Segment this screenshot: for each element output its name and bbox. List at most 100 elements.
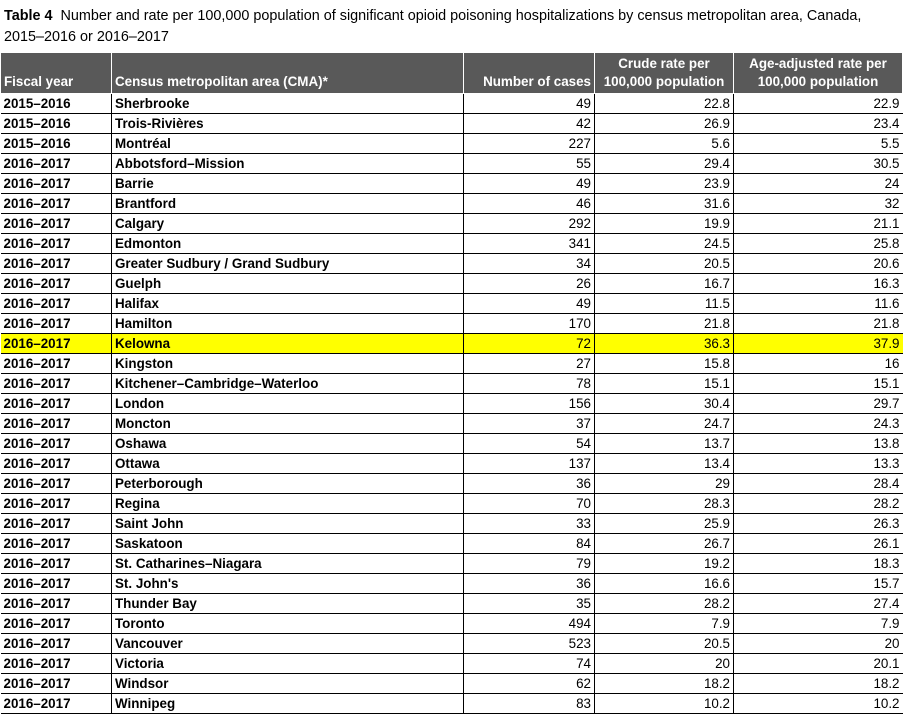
cma-cell: Thunder Bay bbox=[111, 593, 464, 614]
number-of-cases-cell: 33 bbox=[463, 513, 595, 534]
crude-rate-cell: 25.9 bbox=[594, 513, 734, 534]
number-of-cases-cell: 74 bbox=[463, 653, 595, 674]
fiscal-year-cell: 2016–2017 bbox=[0, 533, 112, 554]
table-row: 2016–2017 Kingston 27 15.8 16 bbox=[0, 353, 903, 374]
number-of-cases-cell: 341 bbox=[463, 233, 595, 254]
crude-rate-cell: 19.2 bbox=[594, 553, 734, 574]
fiscal-year-cell: 2016–2017 bbox=[0, 333, 112, 354]
number-of-cases-cell: 156 bbox=[463, 393, 595, 414]
number-of-cases-cell: 49 bbox=[463, 93, 595, 114]
table-row: 2016–2017 London 156 30.4 29.7 bbox=[0, 393, 903, 414]
age-adjusted-rate-cell: 20.6 bbox=[733, 253, 903, 274]
cma-cell: Brantford bbox=[111, 193, 464, 214]
table-row: 2016–2017 Barrie 49 23.9 24 bbox=[0, 173, 903, 194]
fiscal-year-cell: 2016–2017 bbox=[0, 193, 112, 214]
age-adjusted-rate-cell: 11.6 bbox=[733, 293, 903, 314]
age-adjusted-rate-cell: 26.3 bbox=[733, 513, 903, 534]
header-number-of-cases: Number of cases bbox=[463, 52, 595, 94]
fiscal-year-cell: 2016–2017 bbox=[0, 233, 112, 254]
cma-cell: St. John's bbox=[111, 573, 464, 594]
fiscal-year-cell: 2016–2017 bbox=[0, 373, 112, 394]
fiscal-year-cell: 2016–2017 bbox=[0, 413, 112, 434]
fiscal-year-cell: 2016–2017 bbox=[0, 493, 112, 514]
fiscal-year-cell: 2016–2017 bbox=[0, 613, 112, 634]
number-of-cases-cell: 84 bbox=[463, 533, 595, 554]
cma-cell: Hamilton bbox=[111, 313, 464, 334]
table-row: 2016–2017 Halifax 49 11.5 11.6 bbox=[0, 293, 903, 314]
table-row: 2016–2017 Kelowna 72 36.3 37.9 bbox=[0, 333, 903, 354]
fiscal-year-cell: 2016–2017 bbox=[0, 473, 112, 494]
cma-cell: Regina bbox=[111, 493, 464, 514]
header-fiscal-year: Fiscal year bbox=[0, 52, 112, 94]
fiscal-year-cell: 2016–2017 bbox=[0, 573, 112, 594]
fiscal-year-cell: 2016–2017 bbox=[0, 693, 112, 714]
fiscal-year-cell: 2016–2017 bbox=[0, 353, 112, 374]
fiscal-year-cell: 2016–2017 bbox=[0, 153, 112, 174]
cma-cell: Moncton bbox=[111, 413, 464, 434]
number-of-cases-cell: 36 bbox=[463, 573, 595, 594]
header-cma: Census metropolitan area (CMA)* bbox=[111, 52, 464, 94]
table-row: 2016–2017 St. Catharines–Niagara 79 19.2 18.… bbox=[0, 553, 903, 574]
table-row: 2016–2017 Victoria 74 20 20.1 bbox=[0, 653, 903, 674]
cma-cell: Barrie bbox=[111, 173, 464, 194]
crude-rate-cell: 15.1 bbox=[594, 373, 734, 394]
fiscal-year-cell: 2016–2017 bbox=[0, 173, 112, 194]
number-of-cases-cell: 292 bbox=[463, 213, 595, 234]
table-body: 2015–2016 Sherbrooke 49 22.8 22.9 2015–2016 Tr… bbox=[0, 93, 903, 714]
fiscal-year-cell: 2016–2017 bbox=[0, 513, 112, 534]
fiscal-year-cell: 2015–2016 bbox=[0, 93, 112, 114]
table-row: 2016–2017 Vancouver 523 20.5 20 bbox=[0, 633, 903, 654]
number-of-cases-cell: 26 bbox=[463, 273, 595, 294]
crude-rate-cell: 16.6 bbox=[594, 573, 734, 594]
table-row: 2016–2017 Calgary 292 19.9 21.1 bbox=[0, 213, 903, 234]
crude-rate-cell: 30.4 bbox=[594, 393, 734, 414]
crude-rate-cell: 29 bbox=[594, 473, 734, 494]
cma-cell: Peterborough bbox=[111, 473, 464, 494]
cma-cell: Saskatoon bbox=[111, 533, 464, 554]
fiscal-year-cell: 2016–2017 bbox=[0, 253, 112, 274]
age-adjusted-rate-cell: 20.1 bbox=[733, 653, 903, 674]
cma-cell: Edmonton bbox=[111, 233, 464, 254]
age-adjusted-rate-cell: 23.4 bbox=[733, 113, 903, 134]
age-adjusted-rate-cell: 28.2 bbox=[733, 493, 903, 514]
number-of-cases-cell: 36 bbox=[463, 473, 595, 494]
cma-cell: St. Catharines–Niagara bbox=[111, 553, 464, 574]
fiscal-year-cell: 2016–2017 bbox=[0, 673, 112, 694]
number-of-cases-cell: 72 bbox=[463, 333, 595, 354]
age-adjusted-rate-cell: 13.8 bbox=[733, 433, 903, 454]
cma-cell: Kelowna bbox=[111, 333, 464, 354]
header-row: Fiscal year Census metropolitan area (CM… bbox=[0, 52, 903, 94]
age-adjusted-rate-cell: 15.7 bbox=[733, 573, 903, 594]
age-adjusted-rate-cell: 5.5 bbox=[733, 133, 903, 154]
number-of-cases-cell: 170 bbox=[463, 313, 595, 334]
number-of-cases-cell: 55 bbox=[463, 153, 595, 174]
cma-cell: Calgary bbox=[111, 213, 464, 234]
crude-rate-cell: 7.9 bbox=[594, 613, 734, 634]
age-adjusted-rate-cell: 16.3 bbox=[733, 273, 903, 294]
age-adjusted-rate-cell: 15.1 bbox=[733, 373, 903, 394]
age-adjusted-rate-cell: 18.3 bbox=[733, 553, 903, 574]
fiscal-year-cell: 2016–2017 bbox=[0, 433, 112, 454]
age-adjusted-rate-cell: 22.9 bbox=[733, 93, 903, 114]
cma-cell: Halifax bbox=[111, 293, 464, 314]
table-label: Table 4 bbox=[4, 8, 53, 24]
number-of-cases-cell: 70 bbox=[463, 493, 595, 514]
crude-rate-cell: 22.8 bbox=[594, 93, 734, 114]
fiscal-year-cell: 2015–2016 bbox=[0, 133, 112, 154]
cma-cell: Oshawa bbox=[111, 433, 464, 454]
cma-cell: Ottawa bbox=[111, 453, 464, 474]
cma-cell: Windsor bbox=[111, 673, 464, 694]
number-of-cases-cell: 42 bbox=[463, 113, 595, 134]
crude-rate-cell: 26.9 bbox=[594, 113, 734, 134]
cma-cell: Victoria bbox=[111, 653, 464, 674]
table-row: 2016–2017 Peterborough 36 29 28.4 bbox=[0, 473, 903, 494]
fiscal-year-cell: 2016–2017 bbox=[0, 293, 112, 314]
age-adjusted-rate-cell: 10.2 bbox=[733, 693, 903, 714]
table-row: 2016–2017 Guelph 26 16.7 16.3 bbox=[0, 273, 903, 294]
fiscal-year-cell: 2016–2017 bbox=[0, 653, 112, 674]
fiscal-year-cell: 2016–2017 bbox=[0, 593, 112, 614]
fiscal-year-cell: 2015–2016 bbox=[0, 113, 112, 134]
number-of-cases-cell: 27 bbox=[463, 353, 595, 374]
fiscal-year-cell: 2016–2017 bbox=[0, 313, 112, 334]
crude-rate-cell: 29.4 bbox=[594, 153, 734, 174]
